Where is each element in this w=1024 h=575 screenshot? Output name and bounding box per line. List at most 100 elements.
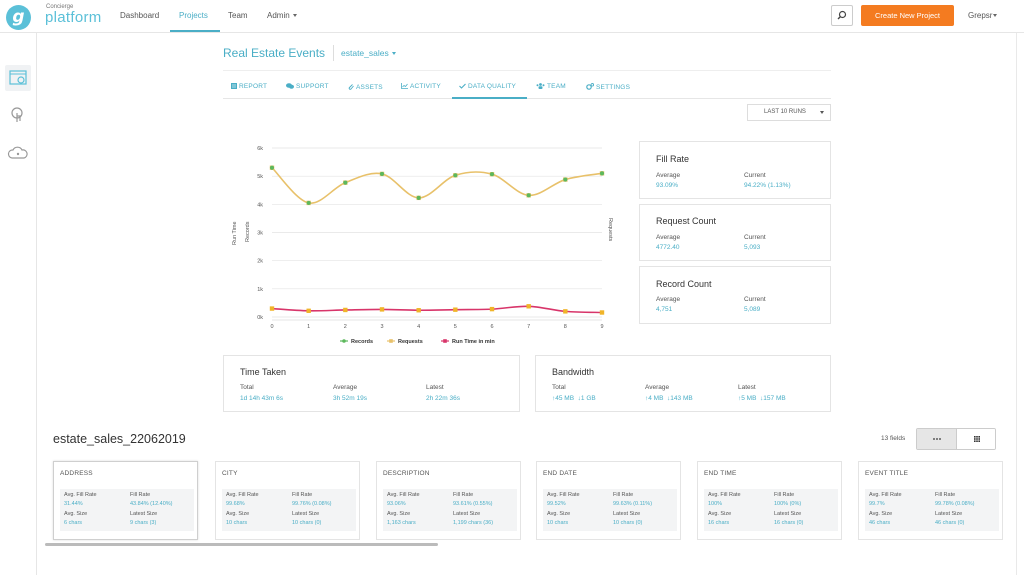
field-name: EVENT TITLE — [865, 470, 909, 477]
avg-fill-rate: 31.44% — [64, 501, 83, 507]
tab-label: REPORT — [239, 83, 268, 90]
nav-dashboard[interactable]: Dashboard — [120, 11, 160, 20]
grid-view-button[interactable] — [957, 429, 995, 449]
card-title: Fill Rate — [656, 154, 690, 164]
x-tick-label: 5 — [454, 324, 457, 330]
stat-label: Avg. Fill Rate — [226, 492, 259, 498]
fill-rate: 43.84% (12.40%) — [130, 501, 173, 507]
stat-label: Latest Size — [292, 511, 320, 517]
nav-admin-dropdown[interactable]: Admin — [267, 11, 297, 20]
stat-label: Fill Rate — [613, 492, 634, 498]
stat-label: Average — [645, 384, 670, 391]
time-total: 1d 14h 43m 6s — [240, 395, 284, 402]
tab-label: DATA QUALITY — [468, 83, 517, 90]
y-tick-label: 0k — [257, 315, 263, 321]
sidebar-item-projects[interactable] — [5, 65, 31, 91]
tab-settings[interactable]: SETTINGS — [586, 83, 630, 91]
bandwidth-latest: ↑5 MB ↓157 MB — [738, 395, 786, 402]
data-point — [489, 306, 495, 312]
record-count-average: 4,751 — [656, 306, 673, 313]
stat-label: Latest Size — [774, 511, 802, 517]
request-count-current: 5,093 — [744, 244, 761, 251]
search-icon — [837, 10, 847, 20]
field-card-end-date[interactable]: END DATE Avg. Fill Rate 99.52% Fill Rate 99.… — [536, 461, 681, 540]
field-stats: Avg. Fill Rate 99.68% Fill Rate 99.76% (0.0… — [222, 489, 356, 531]
tab-assets[interactable]: ASSETS — [348, 83, 383, 91]
avg-size: 10 chars — [226, 520, 248, 526]
data-point — [269, 165, 275, 170]
user-menu[interactable]: Grepsr — [968, 11, 998, 20]
logo-icon[interactable]: g — [6, 5, 31, 30]
data-point — [563, 177, 568, 182]
stat-label: Total — [240, 384, 254, 391]
y-tick-label: 6k — [257, 146, 263, 152]
field-card-city[interactable]: CITY Avg. Fill Rate 99.68% Fill Rate 99.76% … — [215, 461, 360, 540]
arrow-up-icon: ↑ — [645, 395, 649, 402]
tab-support[interactable]: SUPPORT — [286, 83, 329, 90]
card-title: Bandwidth — [552, 367, 595, 377]
nav-projects[interactable]: Projects — [179, 11, 208, 20]
x-tick-label: 0 — [270, 324, 273, 330]
data-point — [526, 193, 531, 198]
field-card-description[interactable]: DESCRIPTION Avg. Fill Rate 93.06% Fill Rate… — [376, 461, 521, 540]
project-selector[interactable]: estate_sales — [341, 48, 396, 58]
legend-item: Records — [340, 339, 373, 345]
stat-label: Avg. Size — [708, 511, 732, 517]
field-card-event-title[interactable]: EVENT TITLE Avg. Fill Rate 99.7% Fill Rate 9… — [858, 461, 1003, 540]
field-card-end-time[interactable]: END TIME Avg. Fill Rate 100% Fill Rate 100% … — [697, 461, 842, 540]
upload-value: 45 MB — [555, 395, 575, 402]
card-title: Time Taken — [240, 367, 287, 377]
legend-marker — [389, 339, 393, 343]
tab-report[interactable]: REPORT — [231, 83, 267, 90]
runs-range-label: LAST 10 RUNS — [764, 109, 806, 115]
sidebar-item-cloud[interactable] — [5, 140, 31, 166]
tab-data-quality[interactable]: DATA QUALITY — [459, 83, 516, 90]
list-view-button[interactable] — [917, 429, 957, 449]
runs-range-select[interactable]: LAST 10 RUNS — [747, 104, 831, 121]
fill-rate: 99.78% (0.08%) — [935, 501, 975, 507]
latest-size: 16 chars (0) — [774, 520, 804, 526]
stat-label: Fill Rate — [774, 492, 795, 498]
data-point — [306, 308, 311, 314]
y-axis-label-requests: Requests — [607, 218, 613, 241]
grid-icon — [974, 436, 980, 442]
x-tick-label: 4 — [417, 324, 420, 330]
horizontal-scrollbar[interactable] — [45, 543, 438, 546]
download-value: 143 MB — [670, 395, 693, 402]
create-new-project-button[interactable]: Create New Project — [861, 5, 954, 26]
x-tick-label: 8 — [564, 324, 567, 330]
field-card-address[interactable]: ADDRESS Avg. Fill Rate 31.44% Fill Rate 43.8… — [53, 461, 198, 540]
stat-label: Average — [656, 296, 681, 303]
latest-size: 10 chars (0) — [613, 520, 643, 526]
y-axis-label-runtime: Run Time — [232, 221, 238, 245]
data-point — [416, 195, 421, 200]
data-point — [416, 308, 421, 313]
field-name: CITY — [222, 470, 238, 477]
y-tick-label: 2k — [257, 259, 263, 265]
fill-rate: 93.61% (0.55%) — [453, 501, 493, 507]
project-tabs: REPORT SUPPORT ASSETS ACTIVITY DATA QUAL… — [223, 79, 831, 99]
series-run-time-in-min — [269, 304, 605, 315]
time-latest: 2h 22m 36s — [426, 395, 460, 402]
data-point — [599, 171, 605, 176]
data-point — [306, 200, 311, 206]
tab-team[interactable]: TEAM — [536, 83, 566, 90]
field-stats: Avg. Fill Rate 93.06% Fill Rate 93.61% (0.5… — [383, 489, 517, 531]
active-nav-indicator — [170, 30, 220, 32]
tab-label: SETTINGS — [596, 84, 631, 91]
check-icon — [459, 83, 466, 89]
nav-team[interactable]: Team — [228, 11, 248, 20]
field-stats: Avg. Fill Rate 100% Fill Rate 100% (0%) Avg.… — [704, 489, 838, 531]
avg-size: 46 chars — [869, 520, 891, 526]
stat-label: Latest — [738, 384, 756, 391]
search-button[interactable] — [831, 5, 853, 26]
data-point — [453, 307, 458, 312]
fill-rate-current: 94.22% (1.13%) — [744, 182, 791, 189]
fill-rate: 99.63% (0.11%) — [613, 501, 653, 507]
latest-size: 1,199 chars (36) — [453, 520, 494, 526]
brand-name[interactable]: platform — [45, 9, 102, 26]
stat-label: Avg. Fill Rate — [708, 492, 741, 498]
stat-label: Average — [656, 172, 681, 179]
tab-activity[interactable]: ACTIVITY — [401, 83, 441, 90]
sidebar-item-support[interactable] — [5, 102, 31, 128]
